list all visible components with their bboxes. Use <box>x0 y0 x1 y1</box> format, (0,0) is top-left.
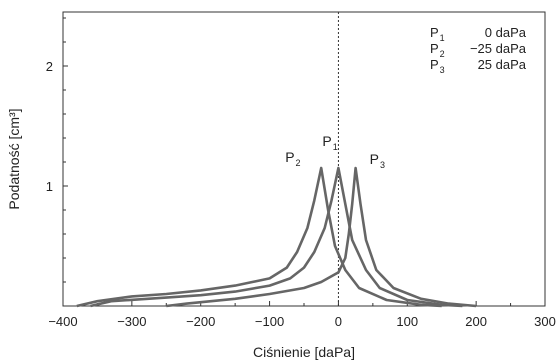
legend-value: −25 daPa <box>470 41 527 56</box>
peak-labels: P1 P2 P3 <box>285 133 385 170</box>
series-line-p3 <box>166 166 477 308</box>
x-tick-label: 200 <box>465 314 487 329</box>
legend-symbol: P3 <box>430 57 445 75</box>
y-axis-label: Podatność [cm³] <box>6 108 22 209</box>
legend-symbol: P2 <box>430 41 445 59</box>
y-tick-label: 1 <box>46 179 53 194</box>
x-tick-label: 300 <box>534 314 556 329</box>
y-tick-label: 2 <box>46 59 53 74</box>
series-line-p2 <box>76 166 442 308</box>
x-axis-ticks: −400 −300 −200 −100 0 100 200 300 <box>48 301 556 329</box>
y-axis-ticks: 12 <box>46 17 68 283</box>
legend-value: 0 daPa <box>485 25 527 40</box>
peak-label-p1: P1 <box>322 133 337 152</box>
x-tick-label: −100 <box>255 314 284 329</box>
x-tick-label: 0 <box>335 314 342 329</box>
x-tick-label: −400 <box>48 314 77 329</box>
peak-label-p2: P2 <box>285 149 300 168</box>
legend-value: 25 daPa <box>478 57 527 72</box>
x-tick-label: 100 <box>396 314 418 329</box>
x-tick-label: −200 <box>186 314 215 329</box>
legend: P1 0 daPa P2 −25 daPa P3 25 daPa <box>430 25 527 75</box>
x-axis-label: Ciśnienie [daPa] <box>253 344 355 360</box>
plot-frame <box>62 11 546 307</box>
x-tick-label: −300 <box>117 314 146 329</box>
peak-label-p3: P3 <box>370 151 385 170</box>
series-line-p1 <box>90 166 463 308</box>
series-lines <box>76 166 477 308</box>
legend-symbol: P1 <box>430 25 445 43</box>
